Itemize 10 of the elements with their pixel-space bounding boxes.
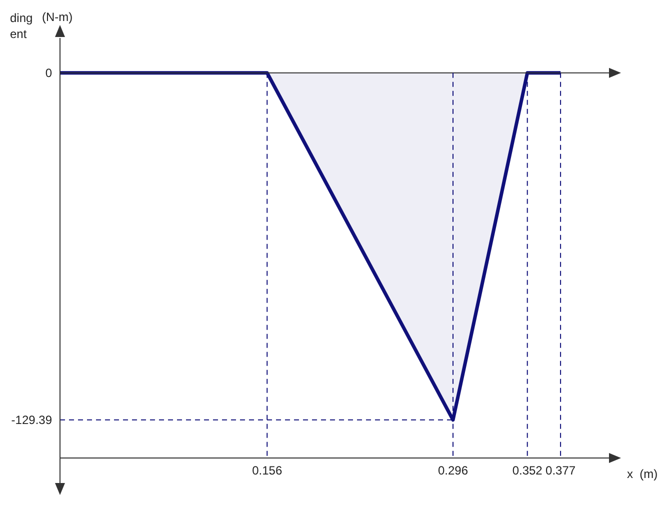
y-tick-label: -129.39 <box>11 413 52 428</box>
x-tick-label: 0.296 <box>438 464 468 478</box>
y-axis-title: (N-m) <box>42 10 73 24</box>
x-tick-label: 0.352 <box>512 464 543 478</box>
y-tick-label: 0 <box>45 66 52 80</box>
x-axis-title: x (m) <box>627 467 658 481</box>
text: ent <box>10 26 28 42</box>
text: ding <box>10 10 33 26</box>
x-tick-label: 0.377 <box>546 464 576 478</box>
x-tick-label: 0.156 <box>252 464 282 478</box>
